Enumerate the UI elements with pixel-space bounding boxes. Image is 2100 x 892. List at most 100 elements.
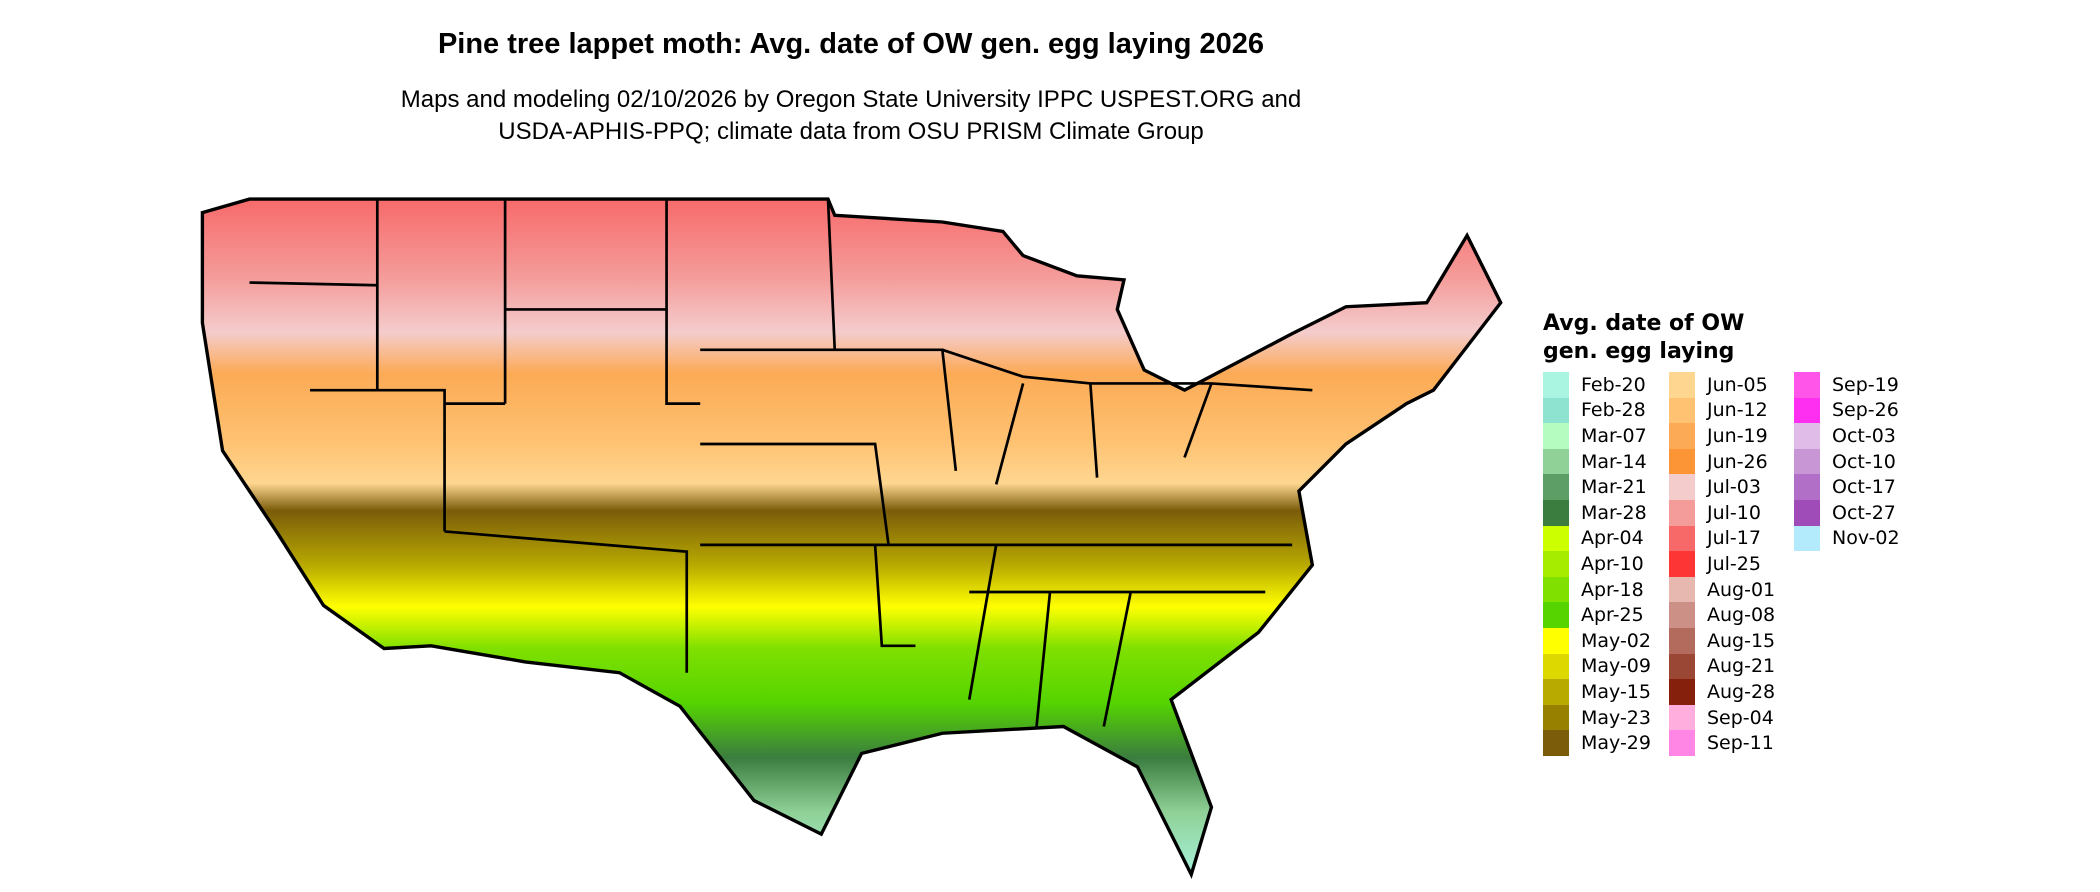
- legend-swatch: [1669, 627, 1695, 654]
- legend-swatch: [1794, 448, 1820, 475]
- legend-label: Apr-25: [1581, 604, 1644, 627]
- legend-label: Mar-28: [1581, 501, 1647, 524]
- legend-label: Aug-21: [1707, 655, 1776, 678]
- legend-swatch: [1669, 372, 1695, 398]
- legend-label: May-15: [1581, 680, 1651, 703]
- legend-item: Oct-17: [1794, 474, 1914, 500]
- legend-swatch: [1794, 372, 1820, 398]
- legend-label: Apr-10: [1581, 552, 1644, 575]
- legend-label: May-29: [1581, 732, 1651, 755]
- legend-item: May-15: [1543, 679, 1663, 705]
- legend-swatch: [1669, 653, 1695, 680]
- legend-swatch: [1543, 372, 1569, 398]
- legend-swatch: [1669, 602, 1695, 628]
- legend-label: Aug-28: [1707, 680, 1776, 703]
- legend-item: Sep-11: [1669, 730, 1789, 756]
- legend-swatch: [1543, 602, 1569, 628]
- legend-label: Apr-18: [1581, 578, 1644, 601]
- legend-label: Mar-21: [1581, 476, 1647, 499]
- us-outline: [200, 197, 1503, 880]
- legend: Avg. date of OW gen. egg laying Feb-20 Fe…: [1543, 310, 1943, 760]
- legend-label: Aug-01: [1707, 578, 1776, 601]
- legend-swatch: [1543, 704, 1569, 731]
- legend-item: Jul-17: [1669, 525, 1789, 552]
- legend-item: Apr-04: [1543, 525, 1663, 552]
- legend-label: Sep-19: [1832, 373, 1899, 396]
- legend-item: Aug-28: [1669, 679, 1789, 705]
- legend-label: Sep-26: [1832, 399, 1899, 422]
- legend-item: Mar-07: [1543, 423, 1663, 449]
- legend-item: Aug-08: [1669, 602, 1789, 628]
- legend-item: Feb-20: [1543, 372, 1663, 398]
- legend-swatch: [1794, 397, 1820, 424]
- legend-label: May-02: [1581, 629, 1651, 652]
- chart-subtitle-line-2: USDA-APHIS-PPQ; climate data from OSU PR…: [498, 118, 1204, 145]
- legend-swatch: [1543, 679, 1569, 705]
- legend-label: Nov-02: [1832, 527, 1900, 550]
- legend-swatch: [1543, 551, 1569, 577]
- legend-swatch: [1794, 474, 1820, 500]
- legend-swatch: [1543, 627, 1569, 654]
- legend-column-2: Jun-05 Jun-12 Jun-19 Jun-26 Jul-03 Jul-10 Jul-…: [1669, 372, 1789, 756]
- legend-label: Mar-07: [1581, 424, 1647, 447]
- legend-swatch: [1543, 423, 1569, 449]
- legend-item: Aug-21: [1669, 653, 1789, 680]
- legend-label: Oct-03: [1832, 424, 1896, 447]
- chart-subtitle-line-1: Maps and modeling 02/10/2026 by Oregon S…: [400, 86, 1302, 113]
- legend-item: Oct-03: [1794, 423, 1914, 449]
- legend-label: Jun-12: [1707, 399, 1768, 422]
- legend-swatch: [1794, 423, 1820, 449]
- legend-swatch: [1669, 474, 1695, 500]
- legend-label: Aug-15: [1707, 629, 1776, 652]
- legend-item: May-02: [1543, 627, 1663, 654]
- legend-label: Jun-26: [1707, 450, 1768, 473]
- legend-item: Aug-01: [1669, 576, 1789, 603]
- legend-label: Jun-05: [1707, 373, 1768, 396]
- legend-title-line-2: gen. egg laying: [1543, 339, 1735, 364]
- legend-swatch: [1669, 397, 1695, 424]
- legend-item: Oct-10: [1794, 448, 1914, 475]
- legend-label: Sep-11: [1707, 732, 1774, 755]
- chart-title: Pine tree lappet moth: Avg. date of OW g…: [437, 28, 1265, 60]
- legend-item: Nov-02: [1794, 525, 1914, 552]
- legend-label: Jul-03: [1707, 476, 1761, 499]
- legend-item: Jul-10: [1669, 499, 1789, 526]
- legend-item: Mar-21: [1543, 474, 1663, 500]
- legend-column-1: Feb-20 Feb-28 Mar-07 Mar-14 Mar-21 Mar-28 Apr-…: [1543, 372, 1663, 756]
- legend-label: Jun-19: [1707, 424, 1768, 447]
- legend-item: Sep-19: [1794, 372, 1914, 398]
- legend-swatch: [1543, 499, 1569, 526]
- legend-swatch: [1543, 448, 1569, 475]
- legend-swatch: [1669, 423, 1695, 449]
- legend-item: Aug-15: [1669, 627, 1789, 654]
- legend-item: May-29: [1543, 730, 1663, 756]
- legend-label: Feb-28: [1581, 399, 1646, 422]
- legend-label: Mar-14: [1581, 450, 1647, 473]
- legend-item: Jun-12: [1669, 397, 1789, 424]
- legend-item: Jun-05: [1669, 372, 1789, 398]
- legend-item: May-23: [1543, 704, 1663, 731]
- legend-label: Jul-25: [1707, 552, 1761, 575]
- legend-label: Oct-27: [1832, 501, 1896, 524]
- legend-label: Apr-04: [1581, 527, 1644, 550]
- legend-label: Jul-10: [1707, 501, 1761, 524]
- legend-label: Jul-17: [1707, 527, 1761, 550]
- legend-swatch: [1669, 679, 1695, 705]
- legend-swatch: [1669, 704, 1695, 731]
- legend-swatch: [1669, 730, 1695, 756]
- legend-swatch: [1543, 474, 1569, 500]
- state-borders: [249, 199, 1313, 727]
- legend-swatch: [1543, 576, 1569, 603]
- legend-item: Feb-28: [1543, 397, 1663, 424]
- legend-swatch: [1669, 551, 1695, 577]
- legend-item: Mar-14: [1543, 448, 1663, 475]
- legend-label: Feb-20: [1581, 373, 1646, 396]
- legend-item: Apr-25: [1543, 602, 1663, 628]
- legend-label: Oct-10: [1832, 450, 1896, 473]
- legend-swatch: [1669, 499, 1695, 526]
- legend-item: Oct-27: [1794, 499, 1914, 526]
- legend-title-line-1: Avg. date of OW: [1543, 311, 1745, 336]
- legend-swatch: [1794, 499, 1820, 526]
- legend-label: Oct-17: [1832, 476, 1896, 499]
